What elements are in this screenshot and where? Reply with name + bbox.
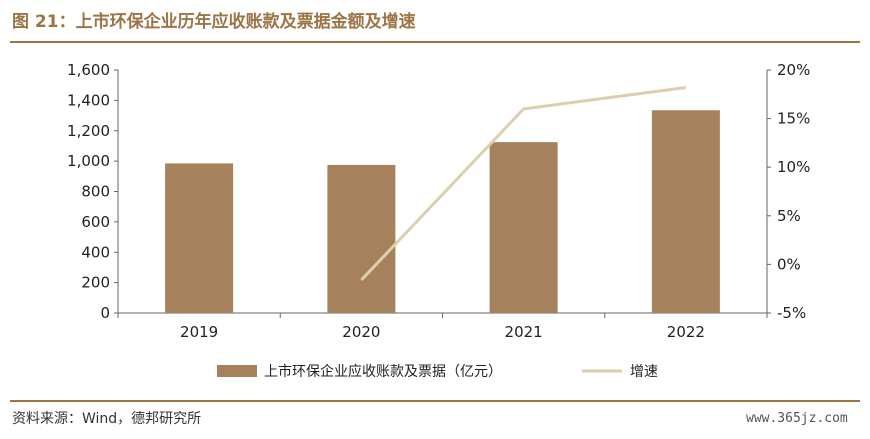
footer-divider xyxy=(10,400,860,402)
x-tick-label: 2022 xyxy=(667,323,705,341)
right-tick-label: 0% xyxy=(777,255,801,273)
bar xyxy=(327,164,396,313)
x-tick-label: 2019 xyxy=(180,323,218,341)
watermark: www.365jz.com xyxy=(746,411,848,426)
legend-bar-swatch xyxy=(217,365,257,377)
x-tick-label: 2020 xyxy=(342,323,380,341)
right-tick-label: 5% xyxy=(777,207,801,225)
left-tick-label: 400 xyxy=(81,243,110,261)
bar xyxy=(651,110,720,313)
legend-line-label: 增速 xyxy=(630,364,658,380)
x-tick-label: 2021 xyxy=(505,323,543,341)
bar xyxy=(165,163,234,313)
right-tick-label: 10% xyxy=(777,158,810,176)
right-tick-label: -5% xyxy=(777,304,806,322)
left-tick-label: 1,200 xyxy=(67,122,110,140)
left-tick-label: 600 xyxy=(81,213,110,231)
right-tick-label: 15% xyxy=(777,110,810,128)
title-divider xyxy=(10,41,860,43)
legend-bar-label: 上市环保企业应收账款及票据（亿元） xyxy=(264,363,502,380)
left-tick-label: 200 xyxy=(81,274,110,292)
source-note: 资料来源：Wind，德邦研究所 xyxy=(12,411,202,427)
left-tick-label: 800 xyxy=(81,183,110,201)
left-tick-label: 1,400 xyxy=(67,91,110,109)
left-tick-label: 0 xyxy=(100,304,110,322)
left-tick-label: 1,600 xyxy=(67,61,110,79)
right-tick-label: 20% xyxy=(777,61,810,79)
left-tick-label: 1,000 xyxy=(67,152,110,170)
growth-line xyxy=(360,86,687,281)
figure-title: 图 21：上市环保企业历年应收账款及票据金额及增速 xyxy=(12,12,416,32)
bar-line-chart: 0 200 400 600 800 1,000 1,200 1,400 1,600 -5% 0% 5%… xyxy=(67,61,810,380)
bar xyxy=(489,142,558,313)
